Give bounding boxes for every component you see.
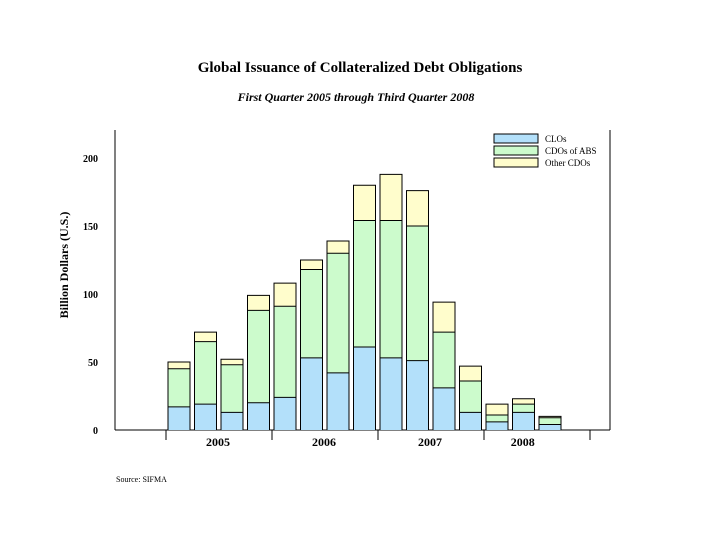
bar-clos-3 bbox=[221, 412, 243, 430]
bar-clos-15 bbox=[539, 424, 561, 430]
bar-outline-14 bbox=[512, 398, 535, 430]
x-tick-label: 2005 bbox=[206, 435, 230, 449]
legend-swatch bbox=[493, 133, 539, 144]
bar-outline-3 bbox=[220, 358, 244, 430]
bar-cdos-of-abs-14 bbox=[512, 404, 535, 413]
bar-other-cdos-8 bbox=[353, 185, 376, 221]
y-tick-label: 0 bbox=[93, 426, 98, 437]
y-tick-label: 150 bbox=[83, 222, 98, 233]
bar-cdos-of-abs-5 bbox=[274, 306, 296, 398]
bar-clos-7 bbox=[327, 372, 349, 430]
bar-outline-6 bbox=[300, 259, 323, 430]
bar-other-cdos-5 bbox=[274, 283, 296, 307]
y-tick-label: 50 bbox=[88, 358, 98, 369]
bar-cdos-of-abs-9 bbox=[380, 220, 402, 358]
bar-cdos-of-abs-15 bbox=[539, 417, 561, 425]
bar-clos-8 bbox=[353, 347, 376, 430]
bar-clos-9 bbox=[380, 357, 402, 430]
bar-other-cdos-2 bbox=[194, 332, 217, 342]
bar-cdos-of-abs-11 bbox=[433, 332, 455, 388]
bar-other-cdos-12 bbox=[459, 366, 482, 382]
bar-outline-8 bbox=[353, 184, 376, 430]
bar-other-cdos-3 bbox=[221, 359, 243, 365]
bar-other-cdos-6 bbox=[300, 260, 323, 270]
bar-outline-2 bbox=[194, 331, 217, 430]
bar-other-cdos-13 bbox=[486, 404, 508, 416]
bar-clos-2 bbox=[194, 404, 217, 430]
bar-outline-9 bbox=[379, 173, 403, 430]
bar-clos-5 bbox=[274, 397, 296, 430]
bar-other-cdos-4 bbox=[247, 295, 270, 311]
bar-clos-4 bbox=[247, 402, 270, 430]
bar-cdos-of-abs-13 bbox=[486, 415, 508, 422]
bar-outline-1 bbox=[167, 361, 191, 430]
chart-title: Global Issuance of Collateralized Debt O… bbox=[198, 60, 523, 76]
bar-cdos-of-abs-3 bbox=[221, 364, 243, 413]
x-tick-label: 2008 bbox=[511, 435, 535, 449]
bar-clos-1 bbox=[168, 406, 190, 430]
bar-other-cdos-14 bbox=[512, 398, 535, 405]
source-note: Source: SIFMA bbox=[116, 475, 167, 484]
legend: CLOs CDOs of ABS Other CDOs bbox=[493, 133, 597, 168]
bar-other-cdos-11 bbox=[433, 302, 455, 333]
bar-clos-11 bbox=[433, 387, 455, 430]
legend-label: CDOs of ABS bbox=[545, 146, 597, 156]
bar-cdos-of-abs-8 bbox=[353, 220, 376, 348]
bar-cdos-of-abs-4 bbox=[247, 310, 270, 403]
bar-other-cdos-10 bbox=[406, 190, 429, 226]
y-tick-label: 200 bbox=[83, 154, 98, 165]
bar-cdos-of-abs-6 bbox=[300, 269, 323, 358]
bar-cdos-of-abs-12 bbox=[459, 381, 482, 413]
y-axis-label: Billion Dollars (U.S.) bbox=[57, 212, 71, 319]
bar-clos-13 bbox=[486, 421, 508, 430]
bar-cdos-of-abs-1 bbox=[168, 368, 190, 407]
x-tick-label: 2006 bbox=[312, 435, 336, 449]
bar-cdos-of-abs-2 bbox=[194, 341, 217, 405]
y-tick-labels: 0 50 100 150 200 bbox=[83, 154, 98, 437]
bar-cdos-of-abs-7 bbox=[327, 253, 349, 373]
bar-outline-13 bbox=[485, 403, 509, 430]
x-tick-label: 2007 bbox=[418, 435, 442, 449]
bar-cdos-of-abs-10 bbox=[406, 226, 429, 361]
x-tick-labels: 2005 2006 2007 2008 bbox=[165, 430, 591, 449]
bar-other-cdos-9 bbox=[380, 174, 402, 221]
legend-label: CLOs bbox=[545, 134, 567, 144]
bar-outline-5 bbox=[273, 282, 297, 430]
legend-label: Other CDOs bbox=[545, 158, 591, 168]
bar-outline-12 bbox=[459, 365, 482, 430]
bar-outline-10 bbox=[406, 190, 429, 430]
bars bbox=[167, 173, 562, 430]
chart-subtitle: First Quarter 2005 through Third Quarter… bbox=[237, 90, 475, 104]
bar-other-cdos-1 bbox=[168, 362, 190, 369]
bar-outline-11 bbox=[432, 301, 456, 430]
bar-clos-6 bbox=[300, 357, 323, 430]
bar-clos-12 bbox=[459, 412, 482, 430]
bar-clos-10 bbox=[406, 360, 429, 430]
legend-swatch bbox=[493, 145, 539, 156]
bar-clos-14 bbox=[512, 412, 535, 430]
y-tick-label: 100 bbox=[83, 290, 98, 301]
bar-other-cdos-7 bbox=[327, 240, 349, 254]
bar-outline-15 bbox=[538, 415, 562, 430]
bar-outline-4 bbox=[247, 294, 270, 430]
bar-other-cdos-15 bbox=[539, 416, 561, 418]
bar-outline-7 bbox=[326, 240, 350, 430]
legend-swatch bbox=[493, 157, 539, 168]
